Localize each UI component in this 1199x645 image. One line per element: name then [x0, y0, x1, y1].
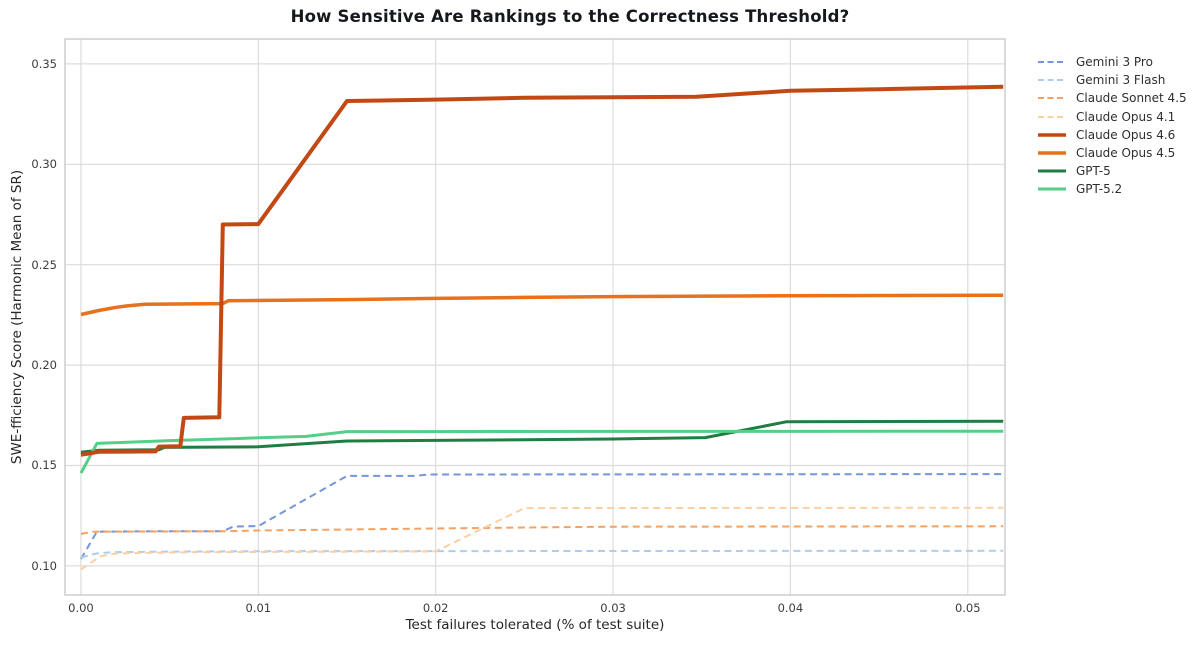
series-line-claude-opus-4-5: [80, 293, 1004, 317]
legend-item: Claude Opus 4.6: [1037, 126, 1187, 144]
x-tick-label: 0.04: [777, 601, 804, 615]
x-tick-label: 0.03: [600, 601, 626, 615]
chart-title: How Sensitive Are Rankings to the Correc…: [290, 7, 850, 26]
legend-label: Gemini 3 Pro: [1076, 55, 1153, 70]
x-tick-label: 0.01: [245, 601, 272, 615]
legend-label: Claude Opus 4.5: [1076, 146, 1176, 161]
legend-label: Claude Opus 4.6: [1076, 127, 1176, 142]
y-tick-label: 0.35: [31, 56, 57, 71]
legend-item: Gemini 3 Flash: [1037, 71, 1187, 89]
legend-swatch-line: [1038, 79, 1066, 82]
legend-item: GPT-5: [1037, 162, 1187, 180]
axes-frame: [64, 38, 1006, 596]
legend-swatch-line: [1038, 133, 1066, 137]
y-tick-label: 0.15: [31, 458, 57, 473]
axes-background: [65, 39, 1005, 595]
x-axis-label: Test failures tolerated (% of test suite…: [405, 617, 665, 633]
y-tick-label: 0.20: [31, 358, 57, 373]
legend-label: GPT-5.2: [1076, 182, 1123, 197]
y-tick-label: 0.10: [31, 558, 57, 573]
legend-item: Gemini 3 Pro: [1037, 53, 1187, 71]
legend-label: GPT-5: [1076, 164, 1111, 179]
legend-swatch-line: [1038, 187, 1066, 191]
legend-label: Claude Opus 4.1: [1076, 109, 1176, 124]
series-line-claude-opus-4-6: [80, 84, 1004, 457]
legend-swatch-line: [1038, 115, 1066, 118]
legend-item: Claude Opus 4.5: [1037, 144, 1187, 162]
legend-swatch-line: [1038, 97, 1066, 100]
y-tick-label: 0.30: [31, 157, 57, 172]
series-line-claude-sonnet-4-5: [80, 525, 1004, 535]
legend-swatch-line: [1038, 61, 1066, 64]
series-line-gemini-3-pro: [80, 473, 1004, 560]
legend-item: Claude Opus 4.1: [1037, 108, 1187, 126]
legend-swatch-line: [1038, 169, 1066, 173]
legend: Gemini 3 Pro Gemini 3 Flash Claude Sonnet …: [1037, 53, 1187, 199]
x-tick-label: 0.02: [422, 601, 449, 615]
legend-label: Gemini 3 Flash: [1076, 73, 1166, 88]
legend-item: GPT-5.2: [1037, 180, 1187, 198]
legend-label: Claude Sonnet 4.5: [1076, 91, 1187, 106]
series-line-claude-opus-4-1: [80, 506, 1004, 571]
x-tick-label: 0.00: [68, 601, 94, 615]
legend-swatch-line: [1038, 151, 1066, 155]
legend-item: Claude Sonnet 4.5: [1037, 89, 1187, 107]
y-tick-label: 0.25: [31, 257, 57, 272]
x-tick-label: 0.05: [954, 601, 981, 615]
series-line-gpt-5-2: [79, 429, 1004, 474]
